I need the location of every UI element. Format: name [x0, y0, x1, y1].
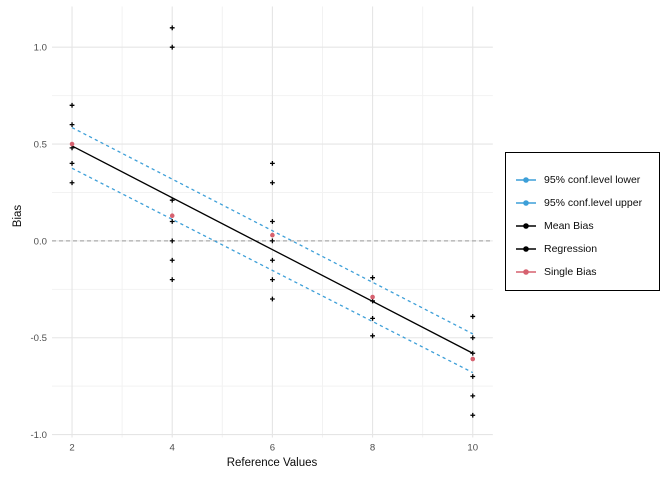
y-tick-label: -0.5 [30, 333, 47, 344]
plus-marker [470, 335, 476, 341]
legend-item: 95% conf.level upper [516, 192, 659, 215]
legend: 95% conf.level lower 95% conf.level uppe… [505, 152, 660, 291]
line-dot-key-icon [516, 177, 536, 184]
line-dot-key-icon [516, 200, 536, 206]
dot-marker [169, 213, 175, 219]
y-tick-label: 0.5 [34, 139, 47, 150]
plus-marker [169, 257, 175, 263]
data-point-markers [69, 25, 476, 418]
legend-item-label: Mean Bias [544, 219, 594, 232]
legend-item-label: 95% conf.level upper [544, 197, 643, 210]
plus-marker [169, 25, 175, 31]
plus-marker [270, 277, 275, 283]
regression-and-confidence-lines [71, 126, 474, 374]
plus-marker [270, 161, 275, 166]
legend-item: Regression [516, 237, 659, 260]
dot-marker [270, 232, 275, 238]
x-axis-title: Reference Values [227, 457, 318, 469]
grid-major-lines [52, 6, 493, 438]
x-tick-label: 2 [69, 443, 74, 454]
plus-marker [169, 238, 175, 244]
series-line-95-conf-level-upper [71, 126, 474, 335]
plus-marker [370, 275, 375, 281]
series-line-regression [71, 145, 474, 354]
plus-marker [169, 44, 175, 50]
legend-item: 95% conf.level lower [516, 169, 659, 192]
legend-item: Single Bias [516, 260, 659, 283]
y-tick-label: 0.0 [34, 236, 47, 247]
plus-marker [270, 238, 275, 244]
plus-marker [69, 122, 75, 128]
y-tick-label: 1.0 [34, 43, 47, 54]
dot-marker [470, 356, 476, 362]
dot-marker [69, 141, 75, 147]
series-line-95-conf-level-lower [71, 167, 474, 374]
plus-marker [270, 219, 275, 224]
legend-item: Mean Bias [516, 215, 659, 238]
plus-marker [69, 102, 75, 108]
plus-marker [270, 180, 275, 186]
x-tick-label: 8 [370, 443, 375, 454]
plus-marker [69, 180, 75, 186]
axis-tick-labels: 2 4 6 8 10 1.0 0.5 0.0 -0.5 -1.0 [30, 43, 478, 454]
legend-item-label: 95% conf.level lower [544, 174, 641, 187]
plus-marker [470, 350, 476, 356]
x-tick-label: 6 [270, 443, 275, 454]
plus-marker [370, 333, 375, 339]
plus-marker [470, 393, 476, 399]
x-tick-label: 4 [170, 443, 176, 454]
plus-marker [270, 296, 275, 302]
legend-item-label: Single Bias [544, 265, 597, 278]
y-axis-title: Bias [12, 205, 24, 228]
plus-marker [169, 219, 175, 224]
line-dot-key-icon [516, 223, 536, 229]
line-dot-key-icon [516, 268, 536, 275]
line-dot-key-icon [516, 245, 536, 252]
plus-marker [370, 315, 375, 321]
plus-marker [270, 257, 275, 263]
x-tick-label: 10 [467, 443, 478, 454]
plus-marker [470, 374, 476, 379]
plus-marker [169, 197, 175, 203]
plus-marker [470, 314, 476, 319]
plus-marker [69, 161, 75, 166]
plus-marker [169, 277, 175, 283]
dot-marker [370, 294, 375, 300]
legend-item-label: Regression [544, 242, 598, 255]
plus-marker [470, 412, 476, 418]
y-tick-label: -1.0 [30, 430, 47, 441]
